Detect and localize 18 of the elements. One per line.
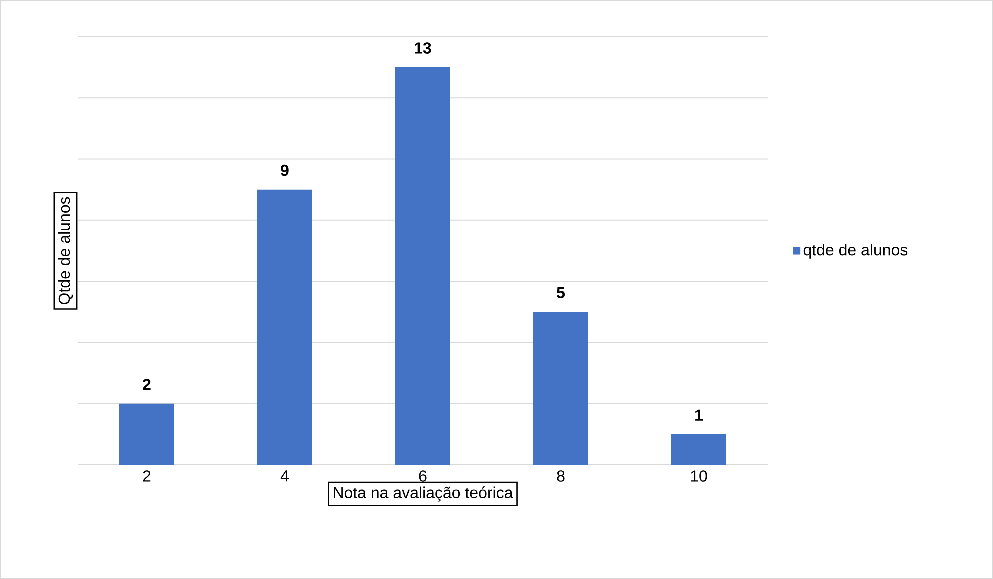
bar — [672, 434, 727, 466]
x-tick-label: 2 — [143, 470, 151, 482]
bar — [534, 312, 589, 466]
data-label: 2 — [143, 379, 151, 390]
data-label: 1 — [696, 410, 704, 421]
x-axis-title: Nota na avaliação teórica — [334, 486, 514, 502]
data-label: 5 — [557, 287, 566, 299]
legend-label: qtde de alunos — [804, 244, 908, 259]
x-tick-label: 4 — [280, 470, 289, 482]
y-axis-title: Qtde de alunos — [58, 197, 74, 305]
data-label: 13 — [415, 42, 432, 54]
x-tick-label: 6 — [419, 470, 427, 482]
bar — [257, 190, 312, 466]
bar — [395, 68, 450, 466]
data-label: 9 — [281, 164, 289, 176]
x-tick-label: 10 — [691, 470, 708, 482]
x-tick-label: 8 — [557, 470, 565, 482]
bar — [119, 404, 174, 466]
